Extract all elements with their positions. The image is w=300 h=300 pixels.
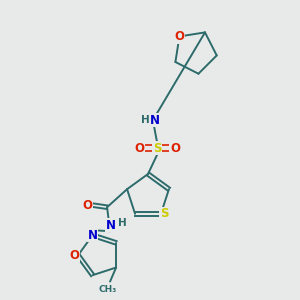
Text: H: H — [118, 218, 127, 228]
Text: N: N — [150, 113, 160, 127]
Text: H: H — [141, 115, 149, 125]
Text: O: O — [174, 30, 184, 43]
Text: N: N — [88, 229, 98, 242]
Text: CH₃: CH₃ — [99, 285, 117, 294]
Text: S: S — [160, 207, 168, 220]
Text: O: O — [134, 142, 144, 154]
Text: O: O — [82, 199, 92, 212]
Text: O: O — [170, 142, 180, 154]
Text: O: O — [69, 249, 79, 262]
Text: S: S — [153, 142, 161, 154]
Text: N: N — [106, 219, 116, 232]
